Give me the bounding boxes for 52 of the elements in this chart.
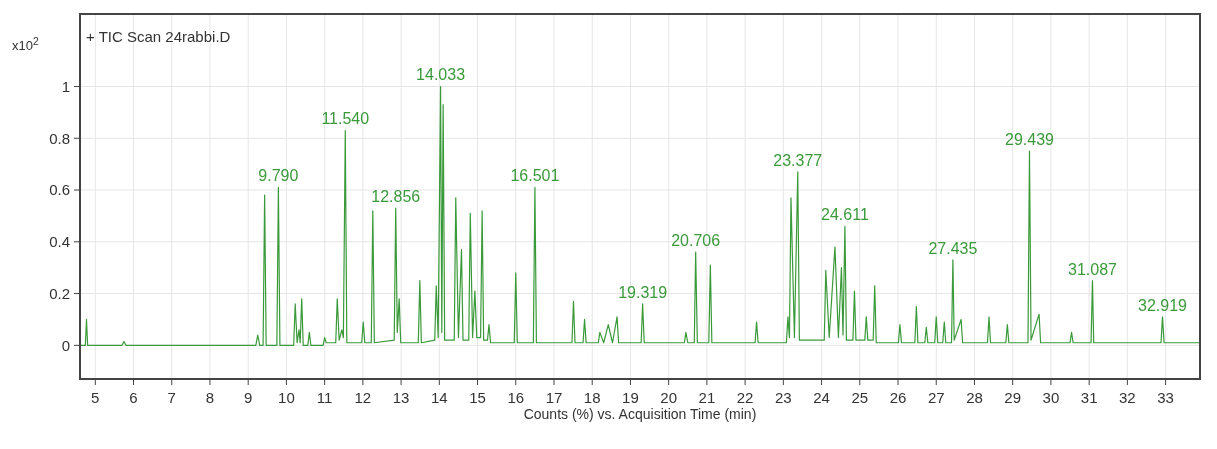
x-tick-label: 5 bbox=[91, 389, 100, 406]
annotation: 20.706 bbox=[671, 232, 721, 250]
x-tick-label: 13 bbox=[392, 389, 410, 406]
y-tick-label: 0 bbox=[61, 336, 70, 354]
x-tick-label: 18 bbox=[583, 389, 601, 406]
x-tick-label: 29 bbox=[1004, 389, 1022, 406]
x-tick-label: 23 bbox=[775, 389, 792, 406]
x-tick-label: 25 bbox=[851, 389, 869, 406]
y-tick-label: 0.6 bbox=[49, 181, 70, 199]
annotation: 29.439 bbox=[1005, 131, 1055, 149]
x-tick-label: 26 bbox=[889, 389, 907, 406]
annotation: 31.087 bbox=[1068, 260, 1118, 278]
annotation: 27.435 bbox=[928, 239, 978, 257]
x-tick-label: 16 bbox=[507, 389, 525, 406]
x-tick-label: 12 bbox=[354, 389, 372, 406]
x-tick-label: 7 bbox=[167, 389, 176, 406]
x-tick-label: 9 bbox=[244, 389, 253, 406]
annotation: 32.919 bbox=[1138, 296, 1188, 314]
y-axis-title: x10$^{2}$ bbox=[12, 35, 39, 53]
annotation: 24.611 bbox=[821, 206, 869, 224]
line-series bbox=[80, 85, 1200, 346]
x-tick-label: 22 bbox=[736, 389, 754, 406]
annotation: 9.790 bbox=[258, 167, 299, 185]
x-tick-label: 24 bbox=[813, 389, 830, 406]
x-tick-label: 27 bbox=[927, 389, 945, 406]
x-tick-label: 10 bbox=[278, 389, 295, 406]
annotation: 11.540 bbox=[321, 110, 370, 128]
x-tick-label: 17 bbox=[545, 389, 563, 406]
annotation: 12.856 bbox=[371, 188, 421, 206]
x-tick-label: 32 bbox=[1119, 389, 1136, 406]
y-tick-label: 0.2 bbox=[49, 284, 70, 302]
y-tick-label: 0.8 bbox=[49, 129, 70, 147]
annotation: 16.501 bbox=[510, 167, 560, 185]
x-tick-label: 15 bbox=[469, 389, 486, 406]
x-tick-label: 33 bbox=[1157, 389, 1174, 406]
y-tick-label: 1 bbox=[61, 77, 70, 95]
y-tick-label: 0.4 bbox=[49, 233, 70, 251]
annotation: 19.319 bbox=[618, 283, 668, 301]
x-tick-label: 6 bbox=[129, 389, 138, 406]
x-tick-label: 31 bbox=[1080, 389, 1098, 406]
x-tick-label: 8 bbox=[205, 389, 215, 406]
x-axis-title: Counts (%) vs. Acquisition Time (min) bbox=[523, 406, 757, 422]
annotation: 23.377 bbox=[773, 151, 823, 169]
text: + TIC Scan 24rabbi.D bbox=[86, 28, 231, 45]
x-tick-label: 30 bbox=[1042, 389, 1060, 406]
x-tick-label: 21 bbox=[698, 389, 716, 406]
annotation: 14.033 bbox=[416, 66, 466, 84]
x-tick-label: 20 bbox=[660, 389, 678, 406]
x-tick-label: 28 bbox=[966, 389, 983, 406]
x-tick-label: 11 bbox=[316, 389, 333, 406]
x-tick-label: 19 bbox=[622, 389, 639, 406]
x-tick-label: 14 bbox=[430, 389, 448, 406]
